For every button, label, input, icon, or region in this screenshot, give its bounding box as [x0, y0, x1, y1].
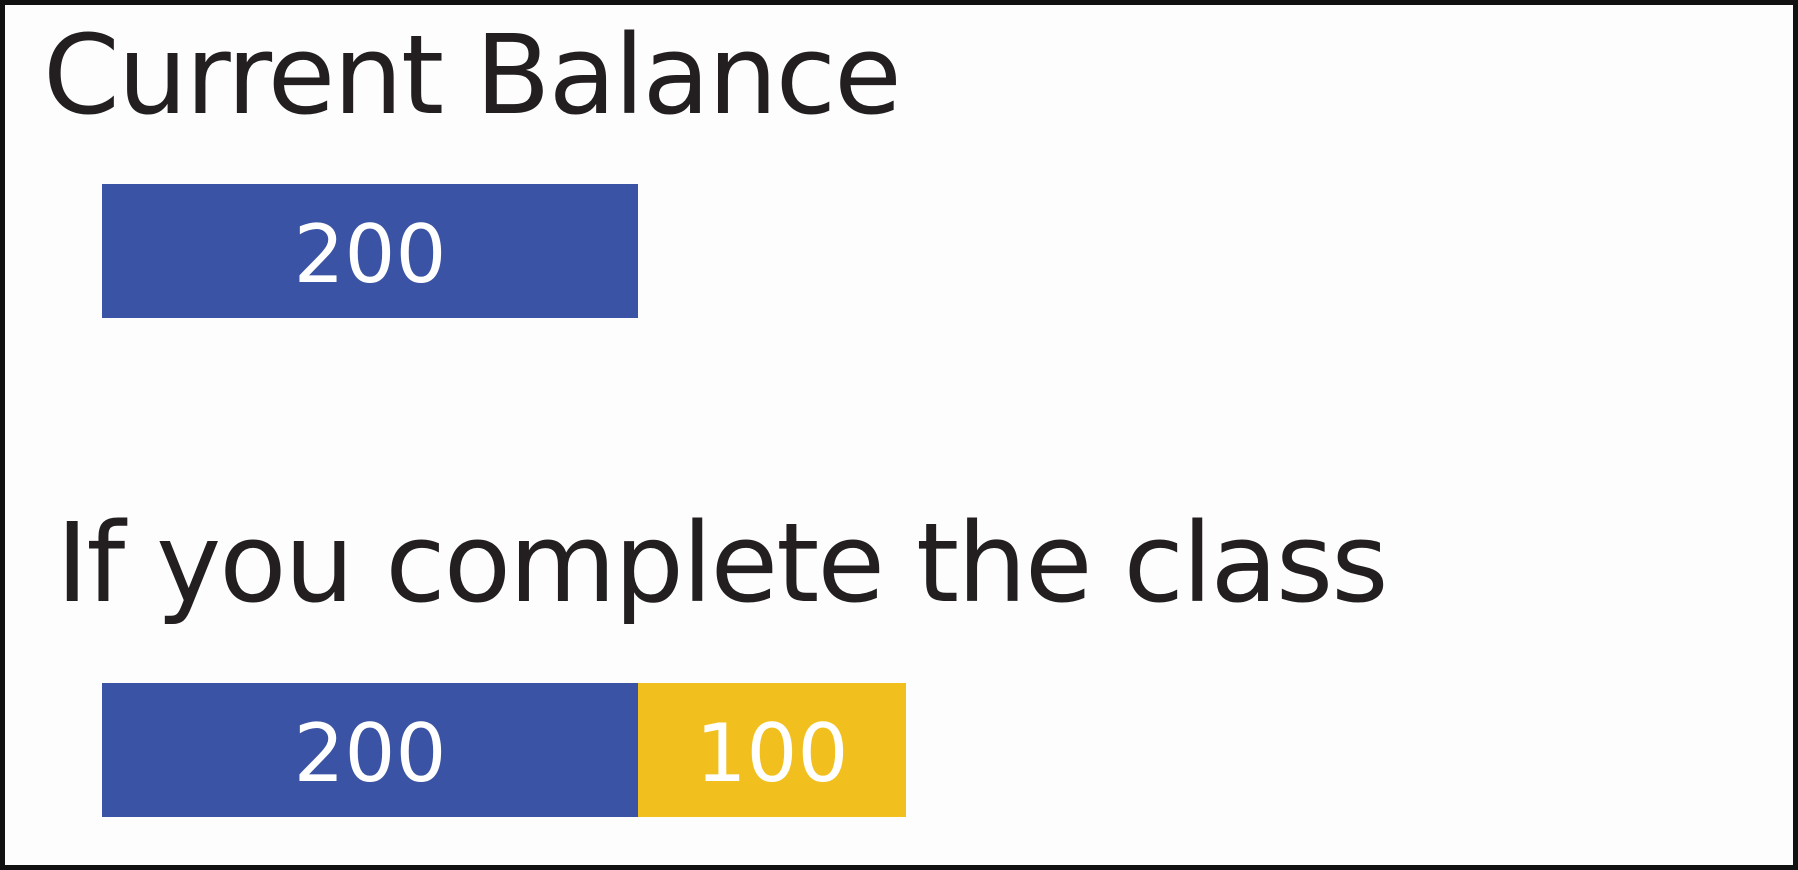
current-balance-title: Current Balance — [43, 11, 902, 139]
bar-segment-balance: 200 — [102, 683, 638, 817]
complete-class-bar: 200 100 — [102, 683, 906, 817]
bar-segment-bonus: 100 — [638, 683, 906, 817]
bar-value-label: 200 — [293, 707, 447, 800]
bar-value-label: 100 — [695, 707, 849, 800]
complete-class-title: If you complete the class — [56, 499, 1389, 627]
current-balance-bar: 200 — [102, 184, 638, 318]
bar-value-label: 200 — [293, 208, 447, 301]
bar-segment-balance: 200 — [102, 184, 638, 318]
